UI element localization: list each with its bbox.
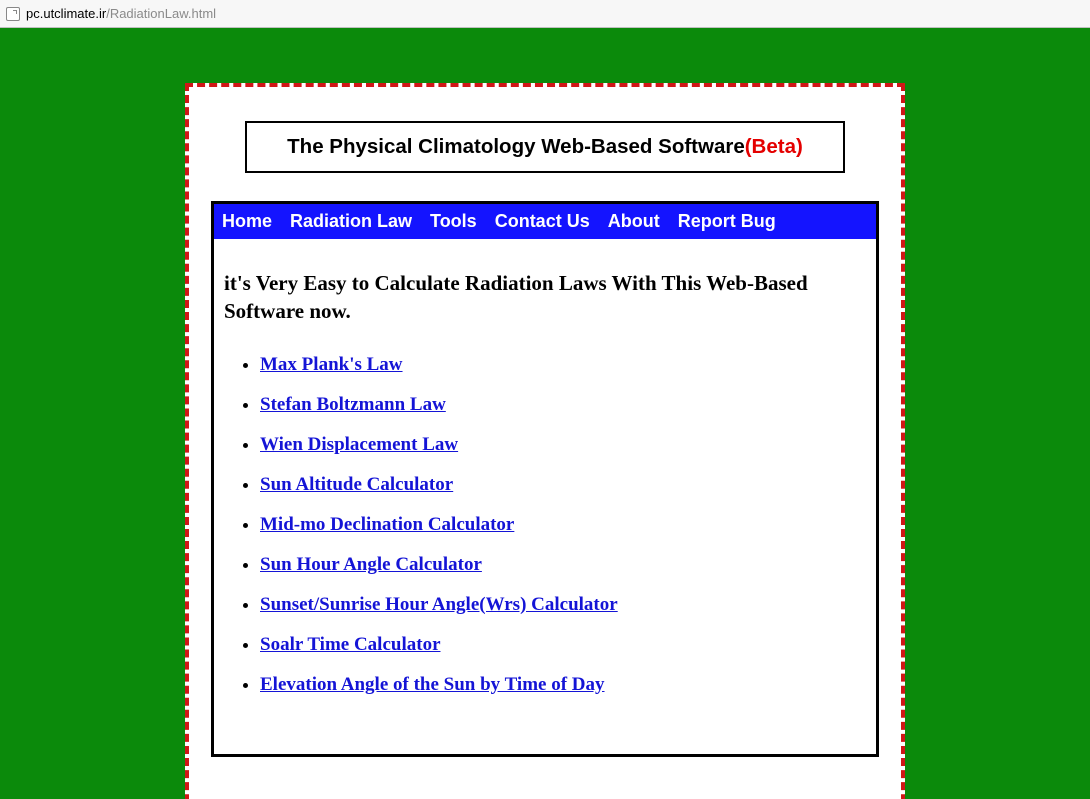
calculator-link[interactable]: Soalr Time Calculator xyxy=(260,634,441,655)
navbar: Home Radiation Law Tools Contact Us About Rep… xyxy=(214,204,876,239)
list-item: Sunset/Sunrise Hour Angle(Wrs) Calculato… xyxy=(260,594,876,616)
browser-address-bar[interactable]: pc.utclimate.ir /RadiationLaw.html xyxy=(0,0,1090,28)
nav-item-radiation-law[interactable]: Radiation Law xyxy=(290,211,412,232)
calculator-link[interactable]: Mid-mo Declination Calculator xyxy=(260,514,514,535)
calculator-list: Max Plank's Law Stefan Boltzmann Law Wien … xyxy=(232,354,876,696)
list-item: Elevation Angle of the Sun by Time of Da… xyxy=(260,674,876,696)
nav-item-tools[interactable]: Tools xyxy=(430,211,477,232)
url-host: pc.utclimate.ir xyxy=(26,6,106,21)
main-panel: The Physical Climatology Web-Based Softw… xyxy=(185,83,905,799)
list-item: Max Plank's Law xyxy=(260,354,876,376)
calculator-link[interactable]: Sun Altitude Calculator xyxy=(260,474,453,495)
page-title: The Physical Climatology Web-Based Softw… xyxy=(287,135,745,158)
calculator-link[interactable]: Sunset/Sunrise Hour Angle(Wrs) Calculato… xyxy=(260,594,618,615)
list-item: Sun Altitude Calculator xyxy=(260,474,876,496)
list-item: Mid-mo Declination Calculator xyxy=(260,514,876,536)
calculator-link[interactable]: Elevation Angle of the Sun by Time of Da… xyxy=(260,674,605,695)
calculator-link[interactable]: Max Plank's Law xyxy=(260,354,403,375)
list-item: Stefan Boltzmann Law xyxy=(260,394,876,416)
intro-text: it's Very Easy to Calculate Radiation La… xyxy=(214,239,876,336)
calculator-link[interactable]: Sun Hour Angle Calculator xyxy=(260,554,482,575)
nav-item-report-bug[interactable]: Report Bug xyxy=(678,211,776,232)
calculator-link[interactable]: Wien Displacement Law xyxy=(260,434,458,455)
list-item: Wien Displacement Law xyxy=(260,434,876,456)
nav-item-about[interactable]: About xyxy=(608,211,660,232)
calculator-link[interactable]: Stefan Boltzmann Law xyxy=(260,394,446,415)
url-path: /RadiationLaw.html xyxy=(106,6,216,21)
page-icon xyxy=(6,7,20,21)
page-title-beta: (Beta) xyxy=(745,135,803,158)
list-item: Soalr Time Calculator xyxy=(260,634,876,656)
title-box: The Physical Climatology Web-Based Softw… xyxy=(245,121,845,173)
nav-item-home[interactable]: Home xyxy=(222,211,272,232)
list-item: Sun Hour Angle Calculator xyxy=(260,554,876,576)
nav-item-contact-us[interactable]: Contact Us xyxy=(495,211,590,232)
page-viewport: The Physical Climatology Web-Based Softw… xyxy=(0,28,1090,799)
content-box: Home Radiation Law Tools Contact Us About Rep… xyxy=(211,201,879,757)
